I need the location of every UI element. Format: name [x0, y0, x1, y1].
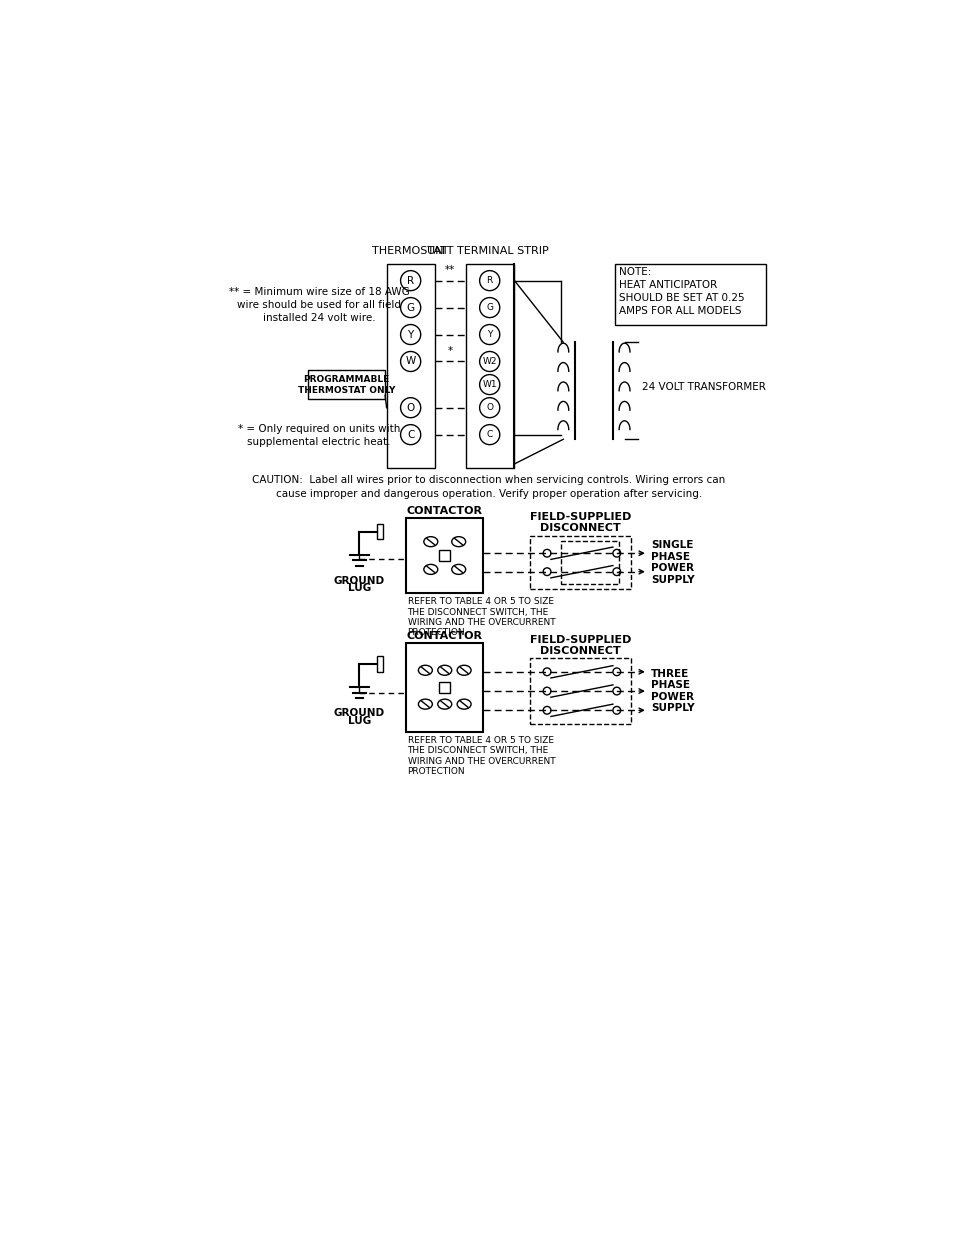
FancyBboxPatch shape — [465, 264, 514, 468]
FancyBboxPatch shape — [530, 658, 630, 724]
FancyBboxPatch shape — [439, 550, 450, 561]
FancyBboxPatch shape — [307, 370, 385, 399]
Text: **: ** — [445, 266, 455, 275]
Text: FIELD-SUPPLIED
DISCONNECT: FIELD-SUPPLIED DISCONNECT — [529, 635, 630, 656]
FancyBboxPatch shape — [439, 682, 450, 693]
Text: G: G — [486, 303, 493, 312]
Text: G: G — [406, 303, 415, 312]
FancyBboxPatch shape — [406, 642, 483, 732]
Text: W2: W2 — [482, 357, 497, 366]
FancyBboxPatch shape — [615, 264, 765, 325]
Text: REFER TO TABLE 4 OR 5 TO SIZE
THE DISCONNECT SWITCH, THE
WIRING AND THE OVERCURR: REFER TO TABLE 4 OR 5 TO SIZE THE DISCON… — [407, 597, 555, 637]
Text: O: O — [486, 403, 493, 412]
Text: Y: Y — [407, 330, 414, 340]
Text: W: W — [405, 357, 416, 367]
Text: 24 VOLT TRANSFORMER: 24 VOLT TRANSFORMER — [641, 382, 765, 391]
Text: O: O — [406, 403, 415, 412]
Text: NOTE:
HEAT ANTICIPATOR
SHOULD BE SET AT 0.25
AMPS FOR ALL MODELS: NOTE: HEAT ANTICIPATOR SHOULD BE SET AT … — [618, 267, 744, 316]
Text: GROUND: GROUND — [334, 708, 385, 718]
Text: THREE
PHASE
POWER
SUPPLY: THREE PHASE POWER SUPPLY — [650, 668, 694, 714]
Text: UNIT TERMINAL STRIP: UNIT TERMINAL STRIP — [427, 246, 548, 256]
Text: *: * — [447, 346, 453, 356]
Text: FIELD-SUPPLIED
DISCONNECT: FIELD-SUPPLIED DISCONNECT — [529, 511, 630, 534]
FancyBboxPatch shape — [376, 656, 382, 672]
Text: REFER TO TABLE 4 OR 5 TO SIZE
THE DISCONNECT SWITCH, THE
WIRING AND THE OVERCURR: REFER TO TABLE 4 OR 5 TO SIZE THE DISCON… — [407, 736, 555, 776]
Text: CONTACTOR: CONTACTOR — [406, 506, 482, 516]
FancyBboxPatch shape — [406, 517, 483, 593]
Text: LUG: LUG — [348, 716, 371, 726]
Text: C: C — [486, 430, 493, 440]
FancyBboxPatch shape — [560, 541, 618, 584]
Text: ** = Minimum wire size of 18 AWG
wire should be used for all field
installed 24 : ** = Minimum wire size of 18 AWG wire sh… — [229, 287, 409, 324]
Text: THERMOSTAT: THERMOSTAT — [372, 246, 447, 256]
Text: SINGLE
PHASE
POWER
SUPPLY: SINGLE PHASE POWER SUPPLY — [650, 540, 694, 585]
Text: Y: Y — [486, 330, 492, 340]
Text: CONTACTOR: CONTACTOR — [406, 631, 482, 641]
FancyBboxPatch shape — [376, 524, 382, 540]
Text: W1: W1 — [482, 380, 497, 389]
Text: GROUND: GROUND — [334, 576, 385, 585]
Text: LUG: LUG — [348, 583, 371, 593]
Text: C: C — [407, 430, 414, 440]
Text: CAUTION:  Label all wires prior to disconnection when servicing controls. Wiring: CAUTION: Label all wires prior to discon… — [252, 475, 725, 499]
Text: R: R — [486, 277, 493, 285]
Text: PROGRAMMABLE
THERMOSTAT ONLY: PROGRAMMABLE THERMOSTAT ONLY — [297, 374, 395, 395]
FancyBboxPatch shape — [386, 264, 435, 468]
Text: R: R — [407, 275, 414, 285]
FancyBboxPatch shape — [530, 536, 630, 589]
Text: * = Only required on units with
supplemental electric heat.: * = Only required on units with suppleme… — [237, 424, 400, 447]
